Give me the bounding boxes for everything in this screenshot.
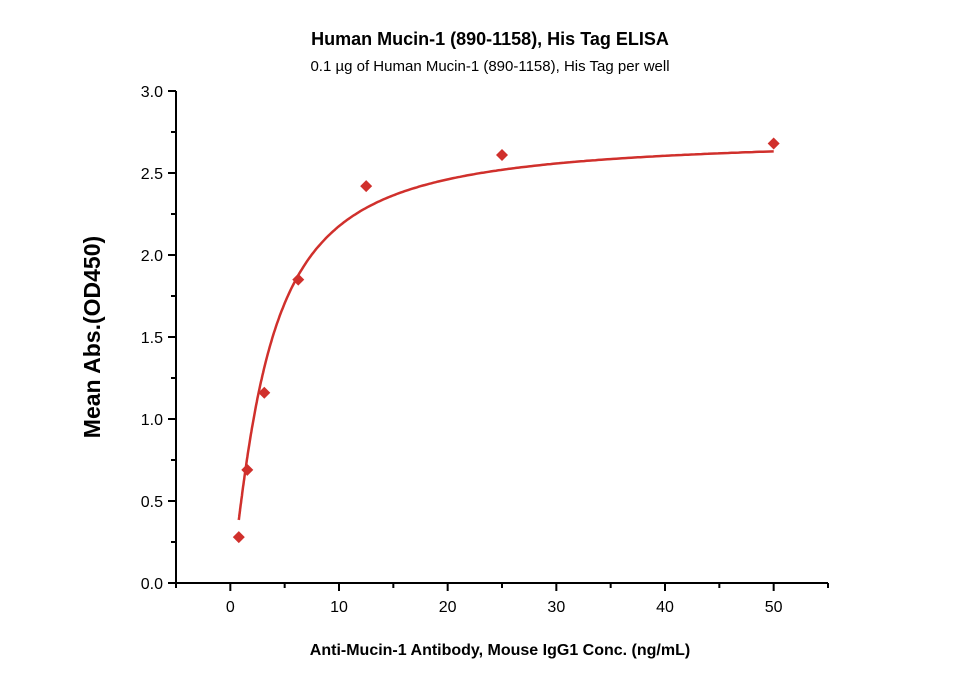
- chart-title: Human Mucin-1 (890-1158), His Tag ELISA: [311, 29, 669, 49]
- data-point: [767, 137, 780, 150]
- y-tick-label: 2.0: [141, 248, 163, 265]
- x-tick-label: 30: [547, 599, 565, 616]
- y-tick-label: 0.0: [141, 576, 163, 593]
- data-point: [360, 180, 373, 193]
- data-point: [496, 148, 508, 161]
- y-tick-label: 0.5: [141, 494, 163, 511]
- chart-subtitle: 0.1 µg of Human Mucin-1 (890-1158), His …: [310, 58, 669, 75]
- data-point: [292, 273, 305, 286]
- data-point: [241, 463, 254, 476]
- y-tick-label: 1.5: [141, 330, 163, 347]
- y-tick-label: 1.0: [141, 412, 163, 429]
- data-point: [232, 531, 245, 544]
- y-tick-label: 3.0: [141, 84, 163, 101]
- y-tick-label: 2.5: [141, 166, 163, 183]
- x-tick-label: 0: [226, 599, 235, 616]
- fit-curve: [237, 150, 774, 521]
- data-point: [258, 386, 271, 399]
- y-axis-label: Mean Abs.(OD450): [79, 236, 105, 438]
- x-tick-label: 10: [330, 599, 348, 616]
- x-tick-label: 40: [656, 599, 674, 616]
- x-tick-label: 20: [439, 599, 457, 616]
- x-axis-label: Anti-Mucin-1 Antibody, Mouse IgG1 Conc. …: [310, 642, 690, 659]
- x-tick-label: 50: [765, 599, 783, 616]
